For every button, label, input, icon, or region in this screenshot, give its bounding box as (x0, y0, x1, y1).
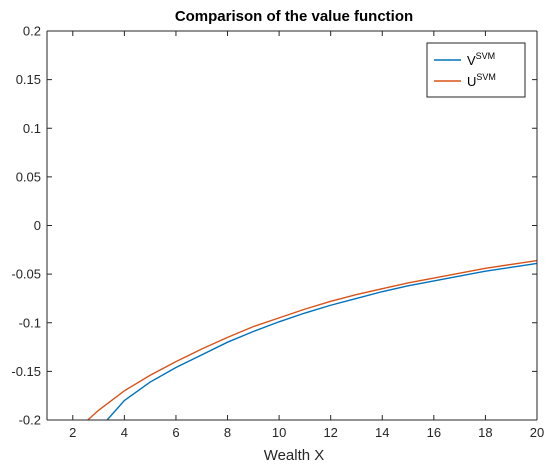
legend-label-2: USVM (467, 72, 496, 89)
legend-label-superscript: SVM (476, 72, 496, 82)
legend-label-1: VSVM (467, 51, 495, 68)
x-tick-label: 4 (121, 425, 128, 440)
y-tick-label: -0.05 (11, 267, 41, 282)
y-tick-label: -0.1 (19, 315, 41, 330)
x-tick-label: 10 (272, 425, 286, 440)
y-tick-label: 0 (34, 218, 41, 233)
legend-label-base: V (467, 53, 476, 68)
x-tick-label: 14 (375, 425, 389, 440)
y-tick-label: 0.05 (16, 169, 41, 184)
x-tick-label: 8 (224, 425, 231, 440)
x-axis-label: Wealth X (264, 447, 325, 464)
legend-label-superscript: SVM (476, 51, 496, 61)
series-line-1 (106, 262, 537, 420)
legend-label-base: U (467, 74, 476, 89)
series-line-2 (87, 259, 537, 420)
y-tick-label: -0.15 (11, 364, 41, 379)
x-tick-label: 6 (172, 425, 179, 440)
legend-box (426, 42, 526, 98)
x-tick-label: 2 (69, 425, 76, 440)
y-tick-label: 0.2 (23, 24, 41, 39)
y-tick-label: -0.2 (19, 413, 41, 428)
x-tick-label: 12 (323, 425, 337, 440)
x-tick-label: 20 (530, 425, 544, 440)
y-tick-label: 0.15 (16, 72, 41, 87)
chart-title: Comparison of the value function (175, 8, 413, 25)
x-tick-label: 18 (478, 425, 492, 440)
series-layer (87, 259, 537, 420)
x-tick-label: 16 (427, 425, 441, 440)
axes-layer: 2 4 6 8 10 12 14 16 18 20 -0.2 -0.15 -0.1 -0.05 0 0.05 0… (11, 24, 544, 441)
y-tick-label: 0.1 (23, 121, 41, 136)
